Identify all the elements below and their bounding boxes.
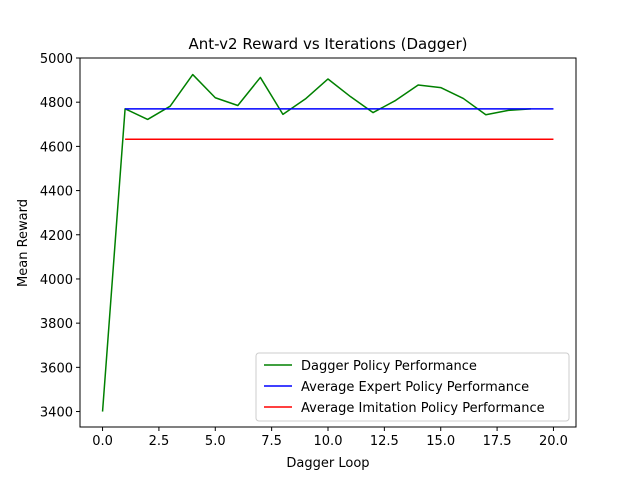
plot-area <box>101 73 554 412</box>
y-tick-label: 3400 <box>40 406 73 421</box>
y-axis: 3400 3600 3800 4000 4200 4400 4600 4800 5000 <box>40 52 80 421</box>
y-tick-label: 5000 <box>40 52 73 67</box>
x-tick-label: 0.0 <box>92 434 113 449</box>
x-axis: 0.0 2.5 5.0 7.5 10.0 12.5 15.0 17.5 20.0 <box>92 427 568 449</box>
x-tick-label: 7.5 <box>261 434 282 449</box>
legend-box <box>255 352 570 422</box>
y-tick-label: 4200 <box>40 229 73 244</box>
series-line-1 <box>101 73 531 412</box>
legend: Dagger Policy Performance Average Expert … <box>255 352 570 422</box>
x-tick-label: 15.0 <box>426 434 455 449</box>
y-tick-label: 3600 <box>40 361 73 376</box>
x-tick-label: 2.5 <box>149 434 170 449</box>
x-axis-label: Dagger Loop <box>286 456 369 471</box>
y-axis-label: Mean Reward <box>16 199 31 287</box>
y-tick-label: 3800 <box>40 317 73 332</box>
legend-entry: Average Expert Policy Performance <box>301 380 529 395</box>
x-tick-label: 12.5 <box>370 434 399 449</box>
y-tick-label: 4800 <box>40 96 73 111</box>
x-tick-label: 5.0 <box>205 434 226 449</box>
chart-title: Ant-v2 Reward vs Iterations (Dagger) <box>188 35 467 53</box>
x-tick-label: 20.0 <box>539 434 568 449</box>
y-tick-label: 4600 <box>40 140 73 155</box>
x-tick-label: 17.5 <box>483 434 512 449</box>
y-tick-label: 4000 <box>40 273 73 288</box>
legend-entry: Average Imitation Policy Performance <box>301 401 545 416</box>
y-tick-label: 4400 <box>40 185 73 200</box>
legend-entry: Dagger Policy Performance <box>301 359 477 374</box>
x-tick-label: 10.0 <box>314 434 343 449</box>
